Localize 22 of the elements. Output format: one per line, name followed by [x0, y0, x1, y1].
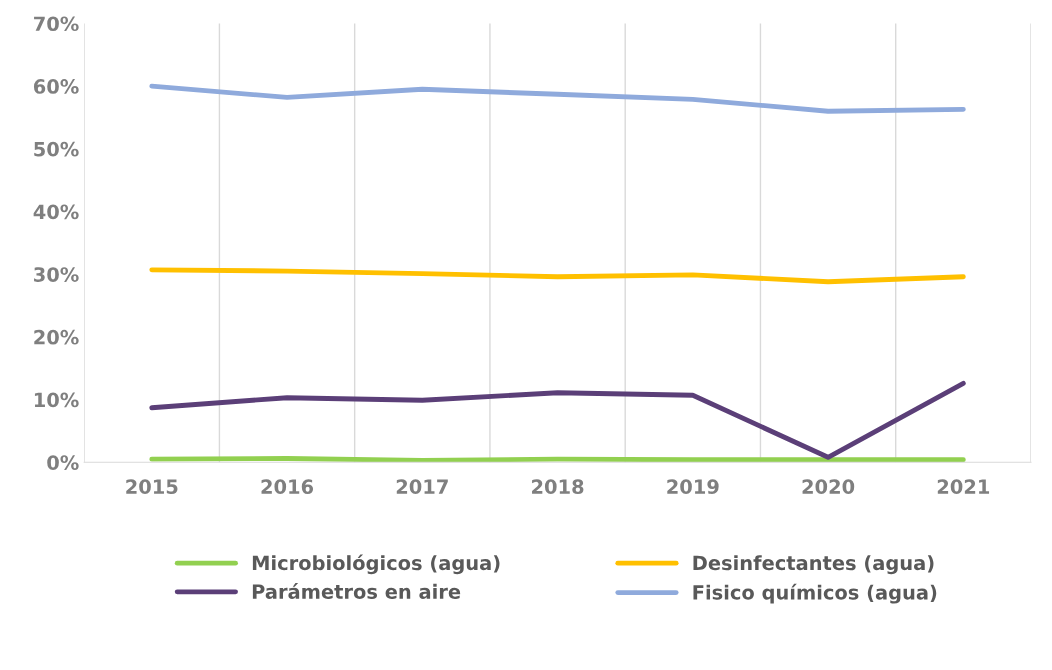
- y-tick-label: 50%: [34, 141, 79, 157]
- line-series: [149, 267, 966, 285]
- line-series: [149, 83, 966, 114]
- x-tick-label: 2021: [937, 479, 990, 495]
- x-tick-label: 2016: [261, 479, 314, 495]
- line-series: [149, 380, 966, 460]
- x-tick-label: 2019: [667, 479, 719, 495]
- legend-label: Desinfectantes (agua): [693, 555, 934, 575]
- y-tick-label: 10%: [34, 392, 79, 408]
- y-tick-label: 20%: [34, 329, 79, 345]
- x-tick-label: 2020: [802, 479, 855, 495]
- y-tick-label: 0%: [47, 455, 79, 470]
- y-tick-label: 60%: [33, 79, 79, 94]
- y-tick-label: 40%: [33, 204, 79, 220]
- x-tick-label: 2017: [396, 479, 448, 495]
- y-tick-label: 70%: [34, 16, 79, 32]
- legend-label: Microbiológicos (agua): [252, 554, 500, 575]
- legend-label: Fisico químicos (agua): [693, 583, 937, 604]
- legend-label: Parámetros en aire: [252, 583, 461, 599]
- x-tick-label: 2015: [126, 479, 178, 495]
- x-tick-label: 2018: [532, 479, 584, 495]
- y-tick-label: 30%: [34, 267, 79, 282]
